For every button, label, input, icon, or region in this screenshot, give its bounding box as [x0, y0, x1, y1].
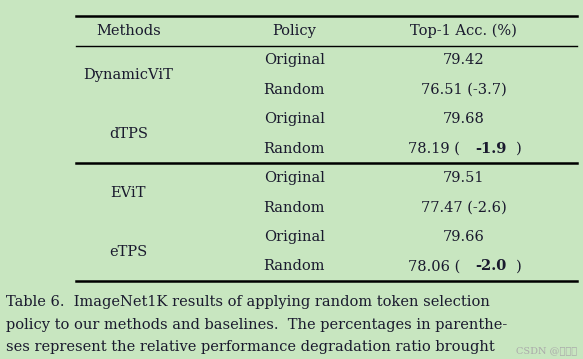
Text: Random: Random [264, 201, 325, 214]
Text: 79.68: 79.68 [442, 112, 484, 126]
Text: Random: Random [264, 83, 325, 97]
Text: 79.51: 79.51 [442, 171, 484, 185]
Text: -1.9: -1.9 [475, 142, 507, 155]
Text: ): ) [516, 142, 521, 155]
Text: policy to our methods and baselines.  The percentages in parenthe-: policy to our methods and baselines. The… [6, 318, 507, 332]
Text: Original: Original [264, 53, 325, 67]
Text: Random: Random [264, 260, 325, 273]
Text: 78.06 (: 78.06 ( [408, 260, 460, 273]
Text: ): ) [515, 260, 521, 273]
Text: 76.51 (-3.7): 76.51 (-3.7) [420, 83, 507, 97]
Text: 78.19 (: 78.19 ( [408, 142, 460, 155]
Text: eTPS: eTPS [109, 245, 147, 258]
Text: CSDN @火焰尘: CSDN @火焰尘 [516, 346, 577, 355]
Text: Methods: Methods [96, 24, 161, 38]
Text: DynamicViT: DynamicViT [83, 68, 173, 82]
Text: EViT: EViT [111, 186, 146, 200]
Text: -2.0: -2.0 [475, 260, 507, 273]
Text: dTPS: dTPS [109, 127, 147, 141]
Text: 77.47 (-2.6): 77.47 (-2.6) [420, 201, 507, 214]
Text: Original: Original [264, 112, 325, 126]
Text: 79.42: 79.42 [442, 53, 484, 67]
Text: Random: Random [264, 142, 325, 155]
Text: Original: Original [264, 171, 325, 185]
Text: 79.66: 79.66 [442, 230, 484, 244]
Text: Policy: Policy [272, 24, 317, 38]
Text: Top-1 Acc. (%): Top-1 Acc. (%) [410, 24, 517, 38]
Text: Table 6.  ImageNet1K results of applying random token selection: Table 6. ImageNet1K results of applying … [6, 295, 490, 309]
Text: Original: Original [264, 230, 325, 244]
Text: ses represent the relative performance degradation ratio brought: ses represent the relative performance d… [6, 340, 494, 354]
